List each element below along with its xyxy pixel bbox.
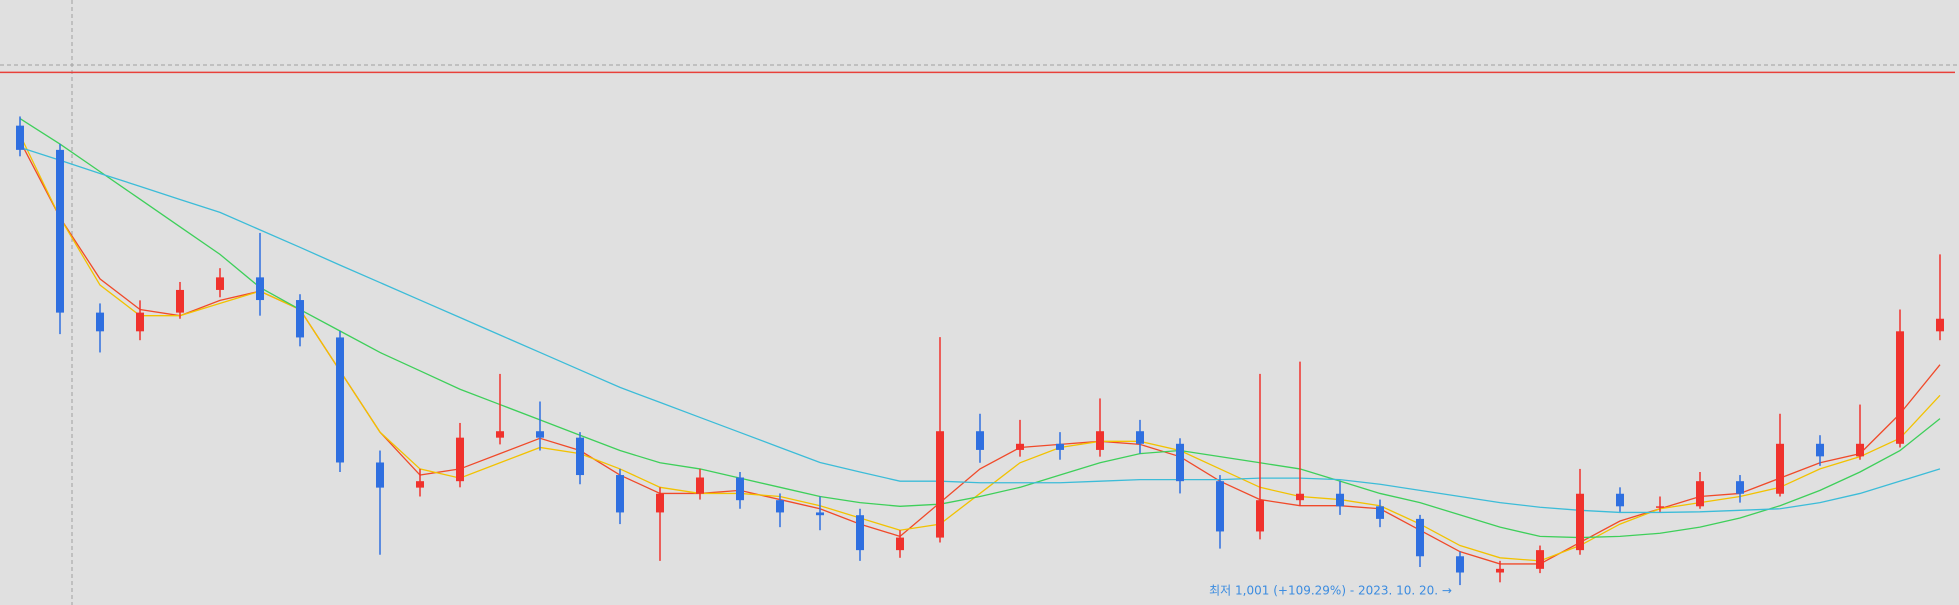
candle-body <box>1256 500 1264 532</box>
candle-body <box>736 477 744 501</box>
candle-body <box>496 431 504 438</box>
candle-body <box>1696 481 1704 507</box>
candle-body <box>336 337 344 463</box>
moving-average-line <box>19 118 1941 539</box>
candle-body <box>536 431 544 438</box>
candle-body <box>696 477 704 494</box>
candle-body <box>816 512 824 516</box>
candle-body <box>576 437 584 476</box>
candle-body <box>1936 318 1944 332</box>
candle-body <box>1496 568 1504 573</box>
candle-body <box>1416 518 1424 557</box>
candle-body <box>1216 481 1224 532</box>
candle-body <box>776 500 784 513</box>
candle-body <box>1816 443 1824 457</box>
candle-body <box>1296 493 1304 501</box>
candle-body <box>1616 493 1624 507</box>
candle-body <box>1136 431 1144 444</box>
moving-average-line <box>19 146 1941 514</box>
candle-body <box>136 312 144 332</box>
candle-body <box>1096 431 1104 450</box>
candle-body <box>1456 556 1464 573</box>
candle-body <box>616 475 624 513</box>
candle-body <box>416 481 424 488</box>
candle-body <box>16 125 24 150</box>
candle-body <box>1776 443 1784 494</box>
candle-body <box>456 437 464 482</box>
candle-body <box>296 300 304 338</box>
low-annotation: 최저 1,001 (+109.29%) - 2023. 10. 20. → <box>1209 584 1452 598</box>
candle-body <box>1016 443 1024 450</box>
candle-body <box>1576 493 1584 551</box>
candle-body <box>56 149 64 313</box>
candle-body <box>216 277 224 290</box>
candle-body <box>896 537 904 551</box>
candle-body <box>376 462 384 488</box>
candle-body <box>1056 443 1064 450</box>
candle-body <box>1656 506 1664 508</box>
candle-body <box>656 493 664 513</box>
candle-body <box>1856 443 1864 457</box>
candle-body <box>1176 443 1184 482</box>
candle-body <box>856 515 864 551</box>
candle-body <box>1376 506 1384 519</box>
candle-body <box>96 312 104 332</box>
candle-body <box>176 289 184 313</box>
candle-body <box>1896 331 1904 444</box>
candle-body <box>976 431 984 450</box>
candle-body <box>256 277 264 301</box>
candle-body <box>1536 550 1544 569</box>
candle-body <box>1336 493 1344 507</box>
candle-body <box>1736 481 1744 494</box>
candle-body <box>936 431 944 538</box>
